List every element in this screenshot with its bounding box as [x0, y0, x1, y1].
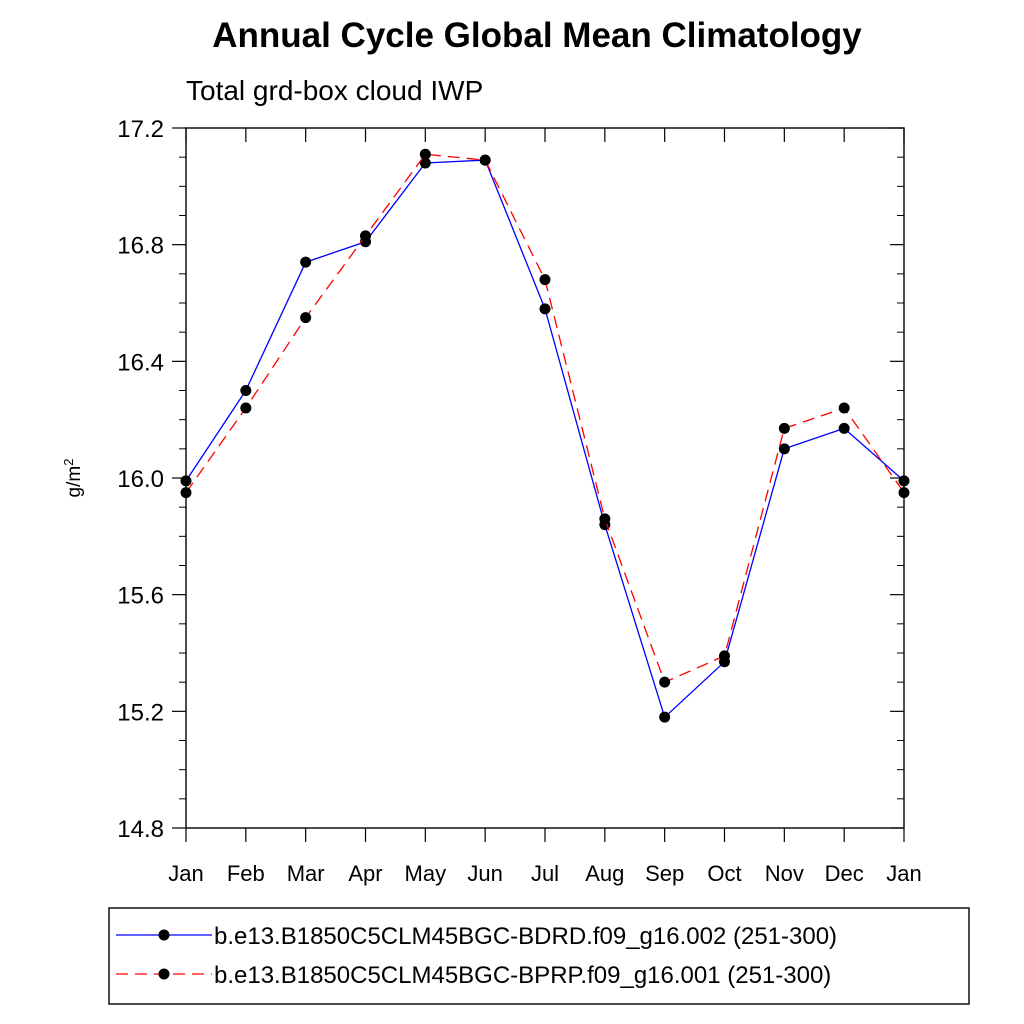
series-2-point	[778, 422, 790, 434]
y-tick-label: 16.4	[117, 349, 164, 376]
x-tick-label: Mar	[287, 861, 325, 886]
series-2-point	[719, 650, 730, 662]
y-tick-label: 16.8	[117, 233, 164, 260]
x-tick-label: Oct	[707, 861, 741, 886]
legend-marker-1	[158, 929, 170, 941]
series-2-point	[300, 312, 312, 324]
y-axis-label-superscript: 2	[61, 459, 76, 466]
series-1-point	[539, 303, 551, 315]
axis-ticks	[172, 127, 905, 842]
series-layer	[180, 148, 910, 723]
y-axis-label-text: g/m	[64, 466, 85, 498]
legend-label-2: b.e13.B1850C5CLM45BGC-BPRP.f09_g16.001 (…	[214, 962, 831, 989]
series-1-point	[778, 443, 790, 455]
y-axis-label: g/m2	[61, 459, 85, 498]
x-tick-label: Aug	[585, 861, 624, 886]
x-tick-label: Jan	[168, 861, 203, 886]
series-2-point	[898, 487, 910, 499]
series-1-point	[419, 157, 431, 169]
x-tick-label: Sep	[645, 861, 684, 886]
series-2-point	[539, 274, 551, 286]
series-1-point	[180, 475, 192, 487]
series-2-point	[419, 148, 431, 160]
legend-box	[108, 907, 970, 1005]
series-2-point	[659, 676, 671, 688]
legend-marker-2	[158, 968, 170, 980]
series-1-point	[240, 385, 252, 396]
legend: b.e13.B1850C5CLM45BGC-BDRD.f09_g16.002 (…	[116, 923, 837, 989]
series-1-point	[898, 475, 910, 487]
series-2-point	[180, 487, 192, 499]
x-tick-label: May	[405, 861, 447, 886]
x-tick-label: Dec	[825, 861, 864, 886]
x-tick-label: Jun	[467, 861, 502, 886]
series-1-point	[659, 711, 671, 723]
y-tick-labels: 14.8 15.2 15.6 16.0 16.4 16.8 17.2	[117, 116, 164, 843]
chart-subtitle: Total grd-box cloud IWP	[186, 75, 483, 106]
series-2-point	[599, 513, 611, 525]
x-tick-labels: Jan Feb Mar Apr May Jun Jul Aug Sep Oct Nov Dec Jan	[168, 861, 921, 886]
x-tick-label: Apr	[348, 861, 382, 886]
y-tick-label: 16.0	[117, 466, 164, 493]
series-2-point	[838, 402, 850, 414]
legend-label-1: b.e13.B1850C5CLM45BGC-BDRD.f09_g16.002 (…	[214, 923, 837, 950]
x-tick-label: Nov	[765, 861, 804, 886]
x-tick-label: Jul	[531, 861, 559, 886]
x-tick-label: Feb	[227, 861, 265, 886]
series-1-point	[300, 256, 312, 268]
y-tick-label: 15.2	[117, 699, 164, 726]
y-tick-label: 17.2	[117, 116, 164, 143]
series-2-point	[479, 154, 491, 166]
x-tick-label: Jan	[886, 861, 921, 886]
y-tick-label: 14.8	[117, 816, 164, 843]
series-line-2	[185, 153, 905, 684]
series-line-1	[185, 159, 905, 719]
series-2-point	[360, 230, 371, 242]
series-1-point	[838, 422, 850, 434]
chart-title: Annual Cycle Global Mean Climatology	[212, 16, 862, 55]
plot-frame	[185, 127, 905, 829]
series-2-point	[240, 402, 252, 414]
y-tick-label: 15.6	[117, 583, 164, 610]
